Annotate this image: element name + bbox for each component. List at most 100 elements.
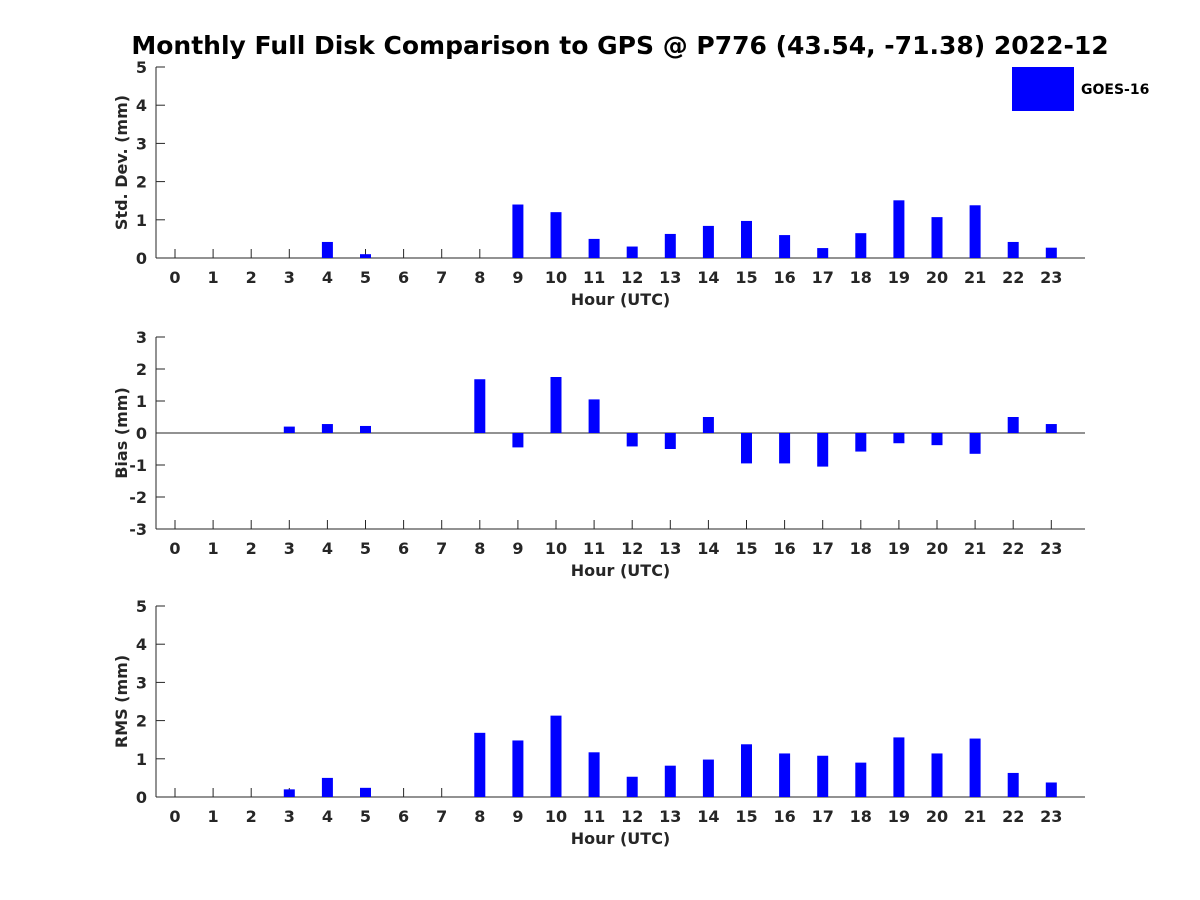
bar-std-dev-hour-10 <box>550 212 562 258</box>
bar-bias-hour-8 <box>474 379 486 433</box>
bar-std-dev-hour-5 <box>360 254 371 258</box>
y-tick-label: 3 <box>136 328 147 347</box>
y-tick-label: 3 <box>136 673 147 692</box>
bar-bias-hour-19 <box>893 433 905 444</box>
x-tick-label: 11 <box>583 539 605 558</box>
x-tick-label: 16 <box>773 807 795 826</box>
x-tick-label: 1 <box>208 268 219 287</box>
y-tick-label: 1 <box>136 211 147 230</box>
bar-std-dev-hour-20 <box>931 217 943 258</box>
x-tick-label: 18 <box>850 539 872 558</box>
x-tick-label: 3 <box>284 539 295 558</box>
x-tick-label: 4 <box>322 807 333 826</box>
bar-std-dev-hour-22 <box>1007 241 1019 258</box>
x-tick-label: 6 <box>398 268 409 287</box>
x-tick-label: 11 <box>583 268 605 287</box>
x-tick-label: 0 <box>169 539 180 558</box>
bar-bias-hour-12 <box>626 433 638 447</box>
x-axis-label: Hour (UTC) <box>571 290 671 309</box>
x-tick-label: 6 <box>398 539 409 558</box>
x-tick-label: 20 <box>926 807 948 826</box>
y-tick-label: -1 <box>129 456 147 475</box>
y-axis-label: Bias (mm) <box>112 387 131 479</box>
y-axis-label: RMS (mm) <box>112 655 131 748</box>
bar-std-dev-hour-21 <box>969 205 981 258</box>
x-tick-label: 9 <box>512 807 523 826</box>
x-tick-label: 13 <box>659 539 681 558</box>
x-tick-label: 14 <box>697 268 719 287</box>
y-tick-label: -2 <box>129 488 147 507</box>
bar-std-dev-hour-16 <box>779 235 791 258</box>
bar-rms-hour-21 <box>969 738 981 797</box>
bar-bias-hour-13 <box>664 433 676 449</box>
bar-rms-hour-11 <box>588 752 600 797</box>
bar-rms-hour-9 <box>512 740 524 797</box>
x-tick-label: 6 <box>398 807 409 826</box>
y-tick-label: 2 <box>136 173 147 192</box>
x-tick-label: 9 <box>512 268 523 287</box>
x-tick-label: 4 <box>322 539 333 558</box>
x-tick-label: 19 <box>888 807 910 826</box>
y-tick-label: 0 <box>136 249 147 268</box>
bar-rms-hour-13 <box>664 765 676 797</box>
x-tick-label: 5 <box>360 807 371 826</box>
x-tick-label: 21 <box>964 807 986 826</box>
x-axis-label: Hour (UTC) <box>571 829 671 848</box>
y-tick-label: -3 <box>129 520 147 539</box>
bar-bias-hour-22 <box>1007 417 1019 433</box>
x-tick-label: 1 <box>208 807 219 826</box>
x-tick-label: 22 <box>1002 807 1024 826</box>
x-tick-label: 21 <box>964 539 986 558</box>
x-tick-label: 9 <box>512 539 523 558</box>
x-tick-label: 23 <box>1040 807 1062 826</box>
x-tick-label: 0 <box>169 268 180 287</box>
x-tick-label: 17 <box>812 807 834 826</box>
x-tick-label: 19 <box>888 539 910 558</box>
bar-std-dev-hour-14 <box>702 225 714 258</box>
y-tick-label: 0 <box>136 424 147 443</box>
x-tick-label: 17 <box>812 539 834 558</box>
bar-rms-hour-10 <box>550 715 562 797</box>
x-tick-label: 10 <box>545 268 567 287</box>
x-tick-label: 0 <box>169 807 180 826</box>
bar-std-dev-hour-23 <box>1045 247 1057 258</box>
bar-rms-hour-23 <box>1045 782 1057 797</box>
x-tick-label: 8 <box>474 539 485 558</box>
bar-rms-hour-19 <box>893 737 905 797</box>
y-tick-label: 5 <box>136 58 147 77</box>
bar-bias-hour-5 <box>360 425 371 433</box>
x-tick-label: 19 <box>888 268 910 287</box>
bar-rms-hour-14 <box>702 759 714 797</box>
x-tick-label: 23 <box>1040 268 1062 287</box>
x-tick-label: 3 <box>284 807 295 826</box>
x-tick-label: 2 <box>246 268 257 287</box>
x-tick-label: 15 <box>735 268 757 287</box>
bar-bias-hour-9 <box>512 433 524 448</box>
x-tick-label: 22 <box>1002 539 1024 558</box>
x-tick-label: 12 <box>621 268 643 287</box>
bar-bias-hour-4 <box>321 424 333 433</box>
x-tick-label: 17 <box>812 268 834 287</box>
bar-rms-hour-5 <box>360 787 371 797</box>
x-tick-label: 5 <box>360 268 371 287</box>
x-tick-label: 21 <box>964 268 986 287</box>
x-tick-label: 7 <box>436 807 447 826</box>
bar-std-dev-hour-12 <box>626 246 638 258</box>
y-tick-label: 4 <box>136 635 147 654</box>
bar-bias-hour-10 <box>550 377 562 433</box>
x-tick-label: 5 <box>360 539 371 558</box>
bar-rms-hour-20 <box>931 753 943 797</box>
y-tick-label: 4 <box>136 96 147 115</box>
bar-std-dev-hour-9 <box>512 204 524 258</box>
x-axis-label: Hour (UTC) <box>571 561 671 580</box>
x-tick-label: 16 <box>773 268 795 287</box>
x-tick-label: 2 <box>246 807 257 826</box>
bar-bias-hour-18 <box>855 433 867 452</box>
bar-bias-hour-23 <box>1045 424 1057 433</box>
x-tick-label: 15 <box>735 807 757 826</box>
x-tick-label: 1 <box>208 539 219 558</box>
bar-std-dev-hour-13 <box>664 233 676 258</box>
